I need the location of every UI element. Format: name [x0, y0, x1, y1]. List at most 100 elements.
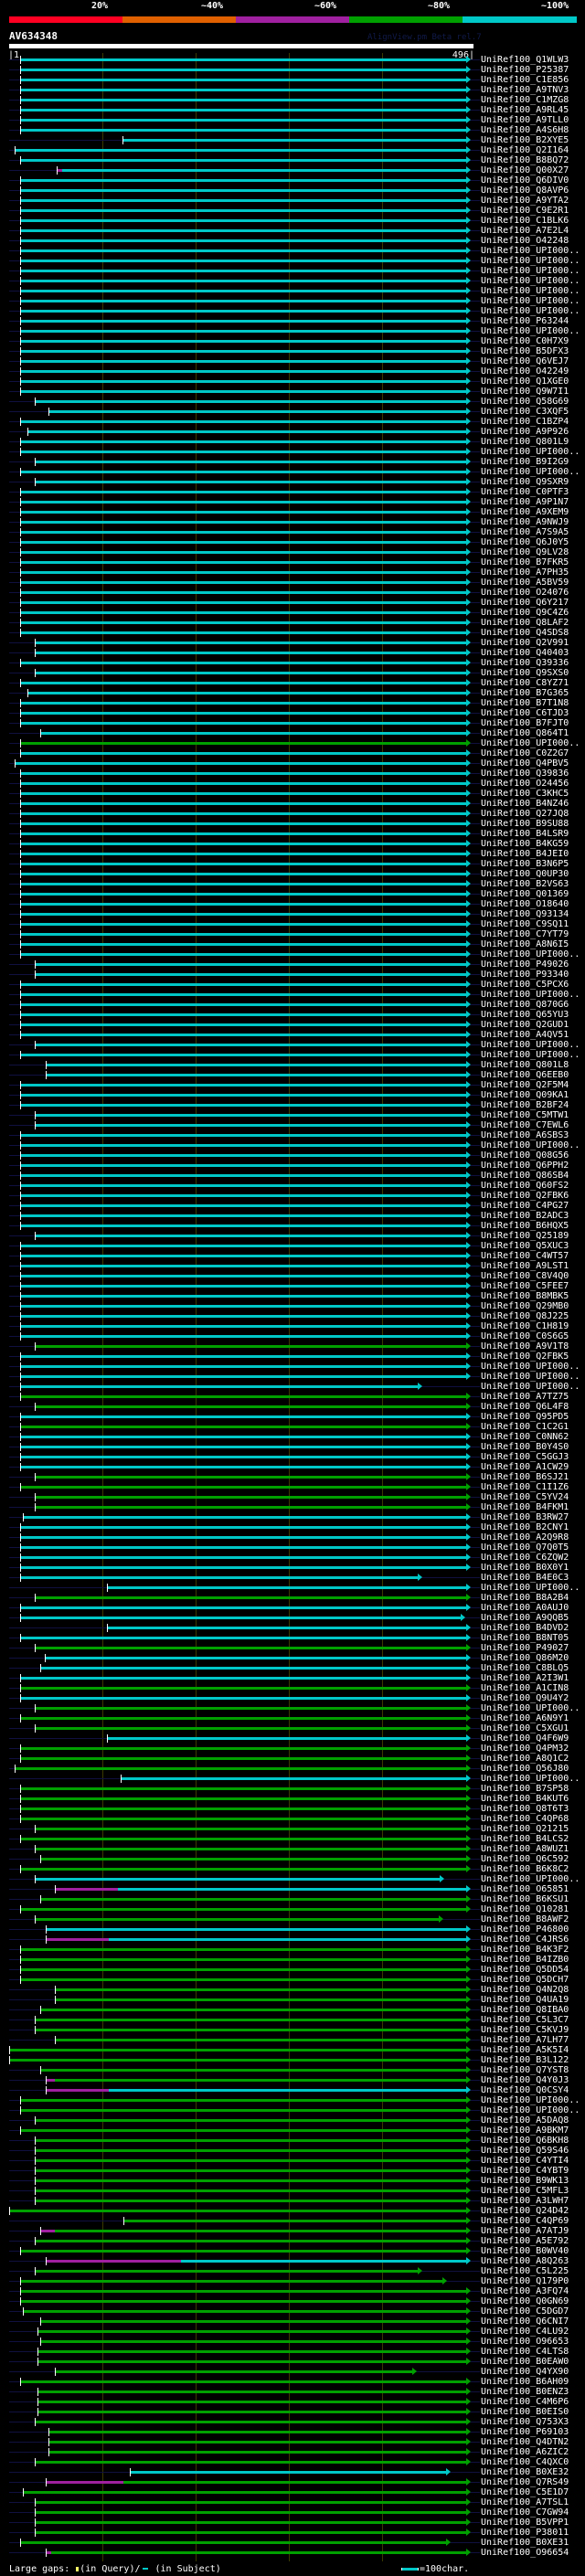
- alignment-row[interactable]: UniRef100_B9I2G9: [0, 457, 585, 467]
- subject-label[interactable]: UniRef100_Q2I164: [481, 145, 569, 155]
- subject-label[interactable]: UniRef100_B7SP58: [481, 1784, 569, 1794]
- subject-label[interactable]: UniRef100_C1H819: [481, 1321, 569, 1331]
- subject-label[interactable]: UniRef100_Q5DCH7: [481, 1975, 569, 1985]
- alignment-row[interactable]: UniRef100_B9SU88: [0, 819, 585, 829]
- subject-label[interactable]: UniRef100_B4FKM1: [481, 1502, 569, 1512]
- subject-label[interactable]: UniRef100_O24076: [481, 588, 569, 598]
- subject-label[interactable]: UniRef100_Q4SDS8: [481, 628, 569, 638]
- alignment-row[interactable]: UniRef100_Q6CNI7: [0, 2316, 585, 2327]
- alignment-row[interactable]: UniRef100_A9QQB5: [0, 1613, 585, 1623]
- subject-label[interactable]: UniRef100_A7PH35: [481, 567, 569, 578]
- alignment-row[interactable]: UniRef100_UPI000..: [0, 326, 585, 336]
- alignment-row[interactable]: UniRef100_Q6Y217: [0, 598, 585, 608]
- subject-label[interactable]: UniRef100_A7TZ75: [481, 1392, 569, 1402]
- alignment-row[interactable]: UniRef100_Q8AVP6: [0, 186, 585, 196]
- subject-label[interactable]: UniRef100_C5MFL3: [481, 2186, 569, 2196]
- subject-label[interactable]: UniRef100_O96654: [481, 2548, 569, 2558]
- alignment-row[interactable]: UniRef100_Q8IBA0: [0, 2005, 585, 2015]
- alignment-row[interactable]: UniRef100_C1E856: [0, 75, 585, 85]
- alignment-row[interactable]: UniRef100_C7GW94: [0, 2507, 585, 2518]
- subject-label[interactable]: UniRef100_P69103: [481, 2427, 569, 2437]
- alignment-row[interactable]: UniRef100_Q801L9: [0, 437, 585, 447]
- subject-label[interactable]: UniRef100_B0EIS0: [481, 2407, 569, 2417]
- subject-label[interactable]: UniRef100_P63244: [481, 316, 569, 326]
- alignment-row[interactable]: UniRef100_Q25189: [0, 1231, 585, 1241]
- alignment-row[interactable]: UniRef100_C4JRS6: [0, 1935, 585, 1945]
- subject-label[interactable]: UniRef100_Q5XUC3: [481, 1241, 569, 1251]
- subject-label[interactable]: UniRef100_A7TSL1: [481, 2497, 569, 2507]
- alignment-row[interactable]: UniRef100_B4DVD2: [0, 1623, 585, 1633]
- alignment-row[interactable]: UniRef100_C0S6G5: [0, 1331, 585, 1341]
- alignment-row[interactable]: UniRef100_B3RW27: [0, 1512, 585, 1522]
- alignment-row[interactable]: UniRef100_Q86M20: [0, 1653, 585, 1663]
- alignment-row[interactable]: UniRef100_Q24D42: [0, 2206, 585, 2216]
- subject-label[interactable]: UniRef100_B0Y4S0: [481, 1442, 569, 1452]
- alignment-row[interactable]: UniRef100_Q86SB4: [0, 1171, 585, 1181]
- alignment-row[interactable]: UniRef100_C4YBT9: [0, 2166, 585, 2176]
- subject-label[interactable]: UniRef100_Q7RS49: [481, 2477, 569, 2487]
- alignment-row[interactable]: UniRef100_B4KUT6: [0, 1794, 585, 1804]
- subject-label[interactable]: UniRef100_Q801L8: [481, 1060, 569, 1070]
- alignment-row[interactable]: UniRef100_C1BZP4: [0, 417, 585, 427]
- alignment-row[interactable]: UniRef100_A8Q263: [0, 2256, 585, 2266]
- alignment-row[interactable]: UniRef100_B4JEI0: [0, 849, 585, 859]
- subject-label[interactable]: UniRef100_Q8IBA0: [481, 2005, 569, 2015]
- subject-label[interactable]: UniRef100_Q4PM32: [481, 1744, 569, 1754]
- alignment-row[interactable]: UniRef100_Q09KA1: [0, 1090, 585, 1100]
- alignment-row[interactable]: UniRef100_P38011: [0, 2528, 585, 2538]
- alignment-row[interactable]: UniRef100_Q27JQ8: [0, 809, 585, 819]
- subject-label[interactable]: UniRef100_P38011: [481, 2528, 569, 2538]
- subject-label[interactable]: UniRef100_UPI000..: [481, 1040, 580, 1050]
- subject-label[interactable]: UniRef100_B0EAW0: [481, 2357, 569, 2367]
- subject-label[interactable]: UniRef100_C0S6G5: [481, 1331, 569, 1341]
- subject-label[interactable]: UniRef100_Q864T1: [481, 728, 569, 738]
- subject-label[interactable]: UniRef100_Q9W7I1: [481, 387, 569, 397]
- subject-label[interactable]: UniRef100_Q39336: [481, 658, 569, 668]
- alignment-row[interactable]: UniRef100_UPI000..: [0, 447, 585, 457]
- alignment-row[interactable]: UniRef100_C5MFL3: [0, 2186, 585, 2196]
- subject-label[interactable]: UniRef100_Q8LAF2: [481, 618, 569, 628]
- alignment-row[interactable]: UniRef100_A8Q1C2: [0, 1754, 585, 1764]
- alignment-row[interactable]: UniRef100_Q01369: [0, 889, 585, 899]
- alignment-row[interactable]: UniRef100_A8WUZ1: [0, 1844, 585, 1854]
- alignment-row[interactable]: UniRef100_A5DAQ8: [0, 2115, 585, 2125]
- subject-label[interactable]: UniRef100_A4QV51: [481, 1030, 569, 1040]
- alignment-row[interactable]: UniRef100_B8A2B4: [0, 1593, 585, 1603]
- subject-label[interactable]: UniRef100_C7GW94: [481, 2507, 569, 2518]
- subject-label[interactable]: UniRef100_C4QXC0: [481, 2457, 569, 2467]
- subject-label[interactable]: UniRef100_UPI000..: [481, 1050, 580, 1060]
- alignment-row[interactable]: UniRef100_UPI000..: [0, 1774, 585, 1784]
- subject-label[interactable]: UniRef100_UPI000..: [481, 990, 580, 1000]
- alignment-row[interactable]: UniRef100_B0ENZ3: [0, 2387, 585, 2397]
- subject-label[interactable]: UniRef100_B0X0Y1: [481, 1563, 569, 1573]
- subject-label[interactable]: UniRef100_B6AH09: [481, 2377, 569, 2387]
- subject-label[interactable]: UniRef100_UPI000..: [481, 256, 580, 266]
- subject-label[interactable]: UniRef100_A8Q263: [481, 2256, 569, 2266]
- subject-label[interactable]: UniRef100_B8BQ72: [481, 155, 569, 165]
- alignment-row[interactable]: UniRef100_C0NN62: [0, 1432, 585, 1442]
- subject-label[interactable]: UniRef100_B2ADC3: [481, 1211, 569, 1221]
- alignment-row[interactable]: UniRef100_Q4N2Q8: [0, 1985, 585, 1995]
- alignment-row[interactable]: UniRef100_UPI000..: [0, 1703, 585, 1713]
- alignment-row[interactable]: UniRef100_Q2FBK5: [0, 1352, 585, 1362]
- alignment-row[interactable]: UniRef100_A2I3W1: [0, 1673, 585, 1683]
- alignment-row[interactable]: UniRef100_A9XEM9: [0, 507, 585, 517]
- alignment-row[interactable]: UniRef100_O24076: [0, 588, 585, 598]
- subject-label[interactable]: UniRef100_B8A2B4: [481, 1593, 569, 1603]
- subject-label[interactable]: UniRef100_UPI000..: [481, 949, 580, 959]
- subject-label[interactable]: UniRef100_B8AWF2: [481, 1914, 569, 1924]
- subject-label[interactable]: UniRef100_B6SJ21: [481, 1472, 569, 1482]
- subject-label[interactable]: UniRef100_B4E0C3: [481, 1573, 569, 1583]
- subject-label[interactable]: UniRef100_B4K3F2: [481, 1945, 569, 1955]
- subject-label[interactable]: UniRef100_Q21215: [481, 1824, 569, 1834]
- alignment-row[interactable]: UniRef100_A9P1N7: [0, 497, 585, 507]
- alignment-row[interactable]: UniRef100_B0XE32: [0, 2467, 585, 2477]
- alignment-row[interactable]: UniRef100_P69103: [0, 2427, 585, 2437]
- alignment-row[interactable]: UniRef100_C4PG27: [0, 1201, 585, 1211]
- subject-label[interactable]: UniRef100_A8Q1C2: [481, 1754, 569, 1764]
- subject-label[interactable]: UniRef100_Q93134: [481, 909, 569, 919]
- subject-label[interactable]: UniRef100_Q01369: [481, 889, 569, 899]
- subject-label[interactable]: UniRef100_B4KG59: [481, 839, 569, 849]
- alignment-row[interactable]: UniRef100_C5L3C7: [0, 2015, 585, 2025]
- alignment-row[interactable]: UniRef100_O18640: [0, 899, 585, 909]
